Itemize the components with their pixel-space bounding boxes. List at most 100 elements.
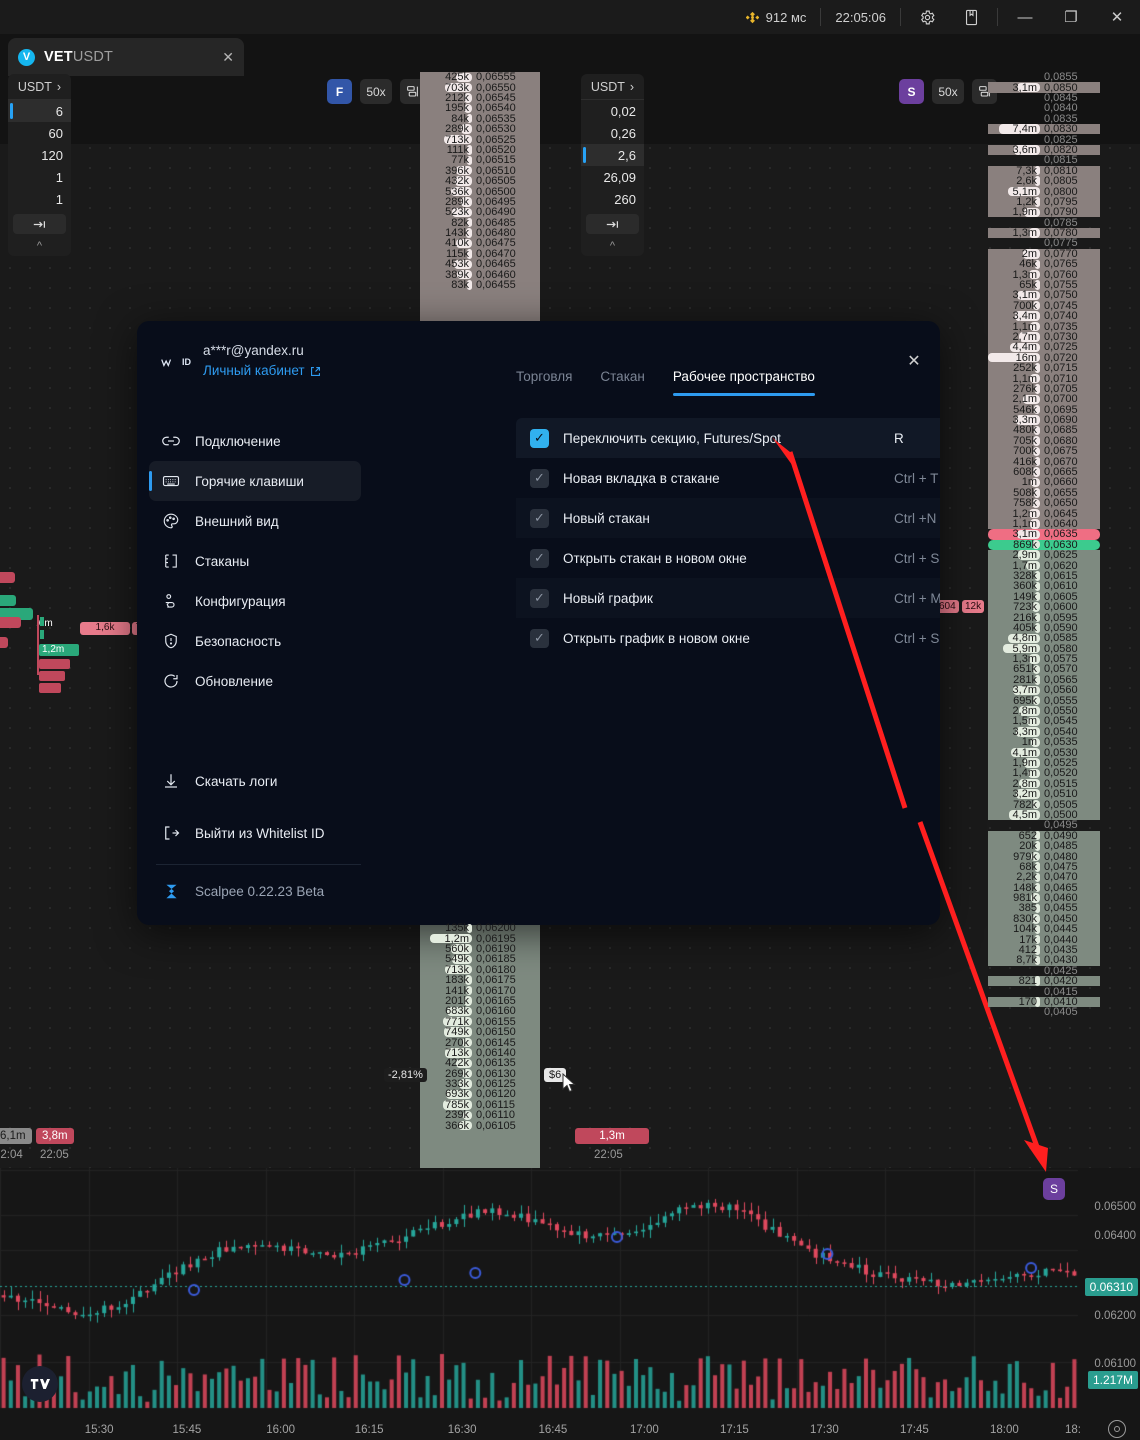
hotkey-row-5[interactable]: ✓ Открыть график в новом окне Ctrl + Shift… [516, 618, 940, 658]
mid-size-row-1[interactable]: 0,26 [610, 125, 636, 141]
orderbook-row[interactable]: 252k 0,0715 [988, 362, 1100, 374]
orderbook-row[interactable]: 1,2k 0,0795 [988, 196, 1100, 208]
orderbook-row[interactable]: 239k 0,06110 [420, 1109, 540, 1121]
orderbook-row[interactable]: 195k 0,06540 [420, 102, 540, 114]
orderbook-row[interactable]: 785k 0,06115 [420, 1099, 540, 1111]
orderbook-row[interactable]: 695k 0,0555 [988, 695, 1100, 707]
left-collapse-icon[interactable]: ^ [36, 240, 43, 252]
orderbook-row[interactable]: 782k 0,0505 [988, 799, 1100, 811]
orderbook-row[interactable]: 2,7m 0,0730 [988, 331, 1100, 343]
tab-0[interactable]: Торговля [516, 369, 573, 384]
orderbook-row[interactable]: 3,4m 0,0740 [988, 310, 1100, 322]
personal-cabinet-link[interactable]: Личный кабинет [203, 361, 321, 381]
price-chart[interactable]: 0.06500 0.06400 0.06200 0.06100 0.06310 … [0, 1168, 1140, 1440]
left-send-button[interactable] [13, 214, 66, 234]
orderbook-row[interactable]: 0,0840 [988, 102, 1100, 114]
orderbook-row[interactable]: 0,0835 [988, 113, 1100, 125]
orderbook-row[interactable]: 416k 0,0670 [988, 456, 1100, 468]
orderbook-row[interactable]: 0,0825 [988, 134, 1100, 146]
orderbook-row[interactable]: 143k 0,06480 [420, 227, 540, 239]
orderbook-row[interactable]: 0,0405 [988, 1006, 1100, 1018]
orderbook-row[interactable]: 4,4m 0,0725 [988, 341, 1100, 353]
left-size-row-2[interactable]: 120 [41, 147, 63, 163]
mid-leverage-button[interactable]: 50x [360, 79, 392, 104]
orderbook-row[interactable]: 46k 0,0765 [988, 258, 1100, 270]
orderbook-row[interactable]: 83k 0,06455 [420, 279, 540, 291]
tab-2[interactable]: Рабочее пространство [672, 369, 815, 396]
orderbook-row[interactable]: 0,0785 [988, 217, 1100, 229]
hotkey-row-4[interactable]: ✓ Новый график Ctrl + M [516, 578, 940, 618]
orderbook-row[interactable]: 723k 0,0600 [988, 601, 1100, 613]
orderbook-row[interactable]: 1,1m 0,0640 [988, 518, 1100, 530]
sidebar-item-0[interactable]: Подключение [149, 421, 361, 461]
left-size-row-0[interactable]: 6 [8, 100, 71, 122]
checkbox[interactable]: ✓ [530, 468, 549, 488]
hotkey-binding[interactable]: Ctrl + Shift + N [894, 550, 940, 566]
orderbook-row[interactable]: 651k 0,0570 [988, 663, 1100, 675]
settings-icon[interactable] [1108, 1420, 1126, 1438]
orderbook-row[interactable]: 270k 0,06145 [420, 1037, 540, 1049]
orderbook-row[interactable]: 4,8m 0,0585 [988, 632, 1100, 644]
close-icon[interactable]: ✕ [907, 353, 921, 370]
orderbook-row[interactable]: 700k 0,0675 [988, 445, 1100, 457]
mid-orderbook-ladder-bottom[interactable]: 135k 0,06200 1,2m 0,06195 560k 0,06190 549k 0,0… [420, 922, 540, 1132]
hotkey-binding[interactable]: Ctrl + T [894, 470, 939, 486]
orderbook-row[interactable]: 84k 0,06535 [420, 113, 540, 125]
orderbook-row[interactable]: 389k 0,06460 [420, 269, 540, 281]
sidebar-item-2[interactable]: Внешний вид [149, 501, 361, 541]
orderbook-row[interactable]: 276k 0,0705 [988, 383, 1100, 395]
orderbook-row[interactable]: 1m 0,0535 [988, 736, 1100, 748]
right-leverage-button[interactable]: 50x [932, 79, 964, 104]
orderbook-row[interactable]: 1,9m 0,0525 [988, 757, 1100, 769]
orderbook-row[interactable]: 713k 0,06525 [420, 134, 540, 146]
orderbook-row[interactable]: 453k 0,06465 [420, 258, 540, 270]
orderbook-row[interactable]: 82k 0,06485 [420, 217, 540, 229]
orderbook-row[interactable]: 2,8m 0,0550 [988, 705, 1100, 717]
orderbook-row[interactable]: 16m 0,0720 [988, 352, 1100, 364]
left-size-row-1[interactable]: 60 [48, 125, 63, 141]
orderbook-row[interactable]: 703k 0,06550 [420, 82, 540, 94]
orderbook-row[interactable]: 4,1m 0,0530 [988, 747, 1100, 759]
chart-market-badge[interactable]: S [1043, 1178, 1065, 1200]
orderbook-row[interactable]: 333k 0,06125 [420, 1078, 540, 1090]
hotkey-binding[interactable]: R [894, 430, 904, 446]
orderbook-row[interactable]: 5,1m 0,0800 [988, 186, 1100, 198]
orderbook-row[interactable]: 1,5m 0,0545 [988, 715, 1100, 727]
orderbook-row[interactable]: 705k 0,0680 [988, 435, 1100, 447]
orderbook-row[interactable]: 1,7m 0,0620 [988, 560, 1100, 572]
hotkey-binding[interactable]: Ctrl + Shift +M [894, 630, 940, 646]
hotkey-binding[interactable]: Ctrl + M [894, 590, 940, 606]
orderbook-row[interactable]: 2,8m 0,0515 [988, 778, 1100, 790]
orderbook-row[interactable]: 0,0845 [988, 92, 1100, 104]
sidebar-action-1[interactable]: Выйти из Whitelist ID [149, 813, 361, 853]
orderbook-row[interactable]: 3,1m 0,0750 [988, 289, 1100, 301]
orderbook-row[interactable]: 0,0855 [988, 71, 1100, 83]
gear-icon[interactable] [905, 0, 949, 34]
orderbook-row[interactable]: 549k 0,06185 [420, 953, 540, 965]
checkbox[interactable]: ✓ [530, 588, 549, 608]
orderbook-row[interactable]: 608k 0,0665 [988, 466, 1100, 478]
minimize-button[interactable]: — [1017, 8, 1033, 26]
orderbook-row[interactable]: 3,7m 0,0560 [988, 684, 1100, 696]
orderbook-row[interactable]: 1,1m 0,0710 [988, 373, 1100, 385]
hotkey-row-0[interactable]: ✓ Переключить секцию, Futures/Spot R [516, 418, 940, 458]
orderbook-row[interactable]: 328k 0,0615 [988, 570, 1100, 582]
mid-market-toggle[interactable]: F [327, 79, 352, 104]
orderbook-row[interactable]: 212k 0,06545 [420, 92, 540, 104]
orderbook-row[interactable]: 480k 0,0685 [988, 424, 1100, 436]
orderbook-row[interactable]: 771k 0,06155 [420, 1016, 540, 1028]
book-icon[interactable] [949, 0, 993, 34]
orderbook-row[interactable]: 0,0815 [988, 154, 1100, 166]
orderbook-row[interactable]: 2,9m 0,0625 [988, 549, 1100, 561]
orderbook-row[interactable]: 183k 0,06175 [420, 974, 540, 986]
orderbook-row[interactable]: 0,0775 [988, 237, 1100, 249]
orderbook-row[interactable]: 3,6m 0,0820 [988, 144, 1100, 156]
orderbook-row[interactable]: 1,3m 0,0780 [988, 227, 1100, 239]
orderbook-row[interactable]: 289k 0,06530 [420, 123, 540, 135]
orderbook-row[interactable]: 366k 0,06105 [420, 1120, 540, 1132]
orderbook-row[interactable]: 5,9m 0,0580 [988, 643, 1100, 655]
orderbook-row[interactable]: 3,3m 0,0540 [988, 726, 1100, 738]
orderbook-row[interactable]: 360k 0,0610 [988, 580, 1100, 592]
orderbook-row[interactable]: 2m 0,0770 [988, 248, 1100, 260]
right-market-toggle[interactable]: S [899, 79, 924, 104]
